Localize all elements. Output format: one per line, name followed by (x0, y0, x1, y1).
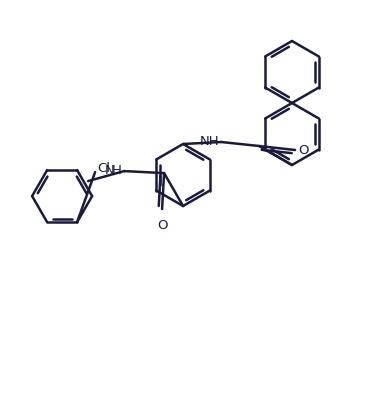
Text: O: O (157, 219, 167, 232)
Text: Cl: Cl (97, 162, 110, 175)
Text: H: H (112, 164, 122, 177)
Text: NH: NH (200, 135, 219, 147)
Text: O: O (298, 143, 309, 156)
Text: N: N (104, 164, 114, 177)
